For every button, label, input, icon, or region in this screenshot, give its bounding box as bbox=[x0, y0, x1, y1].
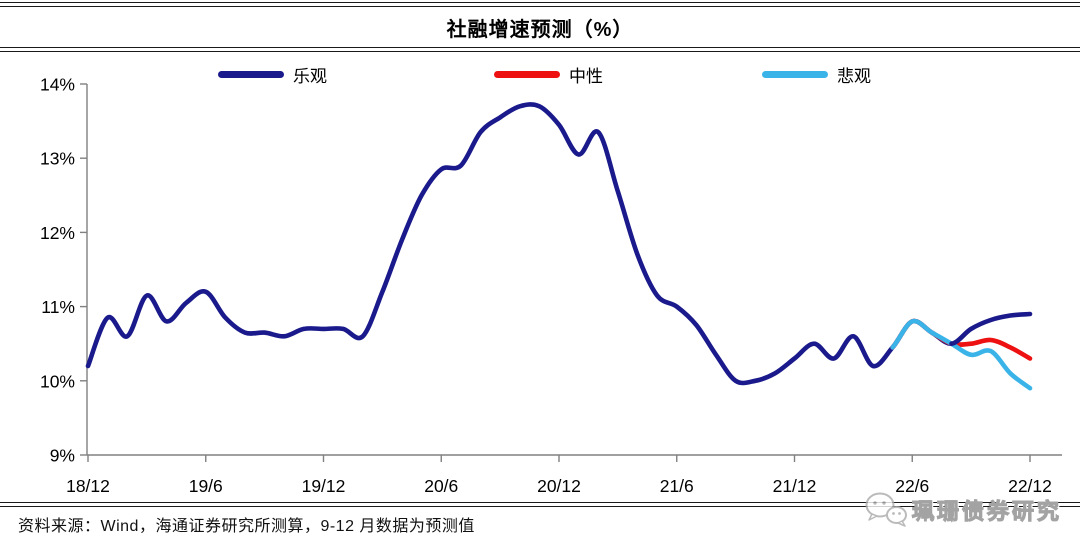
watermark: 珮珊债券研究 bbox=[864, 490, 1062, 530]
legend-item-pessimistic: 悲观 bbox=[762, 62, 871, 87]
x-tick-label: 20/12 bbox=[537, 476, 581, 496]
legend-label-pessimistic: 悲观 bbox=[837, 67, 871, 86]
x-tick-label: 19/12 bbox=[302, 476, 346, 496]
x-tick-label: 19/6 bbox=[189, 476, 223, 496]
y-tick-label: 12% bbox=[40, 223, 75, 243]
legend-item-optimistic: 乐观 bbox=[218, 62, 327, 87]
y-tick-label: 10% bbox=[40, 371, 75, 391]
x-tick-label: 18/12 bbox=[66, 476, 110, 496]
x-tick-label: 22/6 bbox=[895, 476, 929, 496]
x-tick-label: 21/12 bbox=[773, 476, 817, 496]
legend-label-neutral: 中性 bbox=[569, 67, 603, 86]
y-tick-label: 14% bbox=[40, 75, 75, 95]
y-tick-label: 11% bbox=[41, 297, 75, 317]
footer-divider-rule bbox=[0, 502, 1080, 507]
legend-item-neutral: 中性 bbox=[494, 62, 603, 87]
series-optimistic-forecast-line bbox=[949, 311, 1033, 346]
x-tick-label: 22/12 bbox=[1008, 476, 1052, 496]
plot-area: 14% 13% 12% 11% 10% 9% 18/12 19/6 19/12 20/6 20/12… bbox=[40, 75, 1062, 496]
legend-swatch-pessimistic bbox=[762, 71, 828, 78]
top-rule bbox=[0, 2, 1080, 7]
x-tick-label: 20/6 bbox=[424, 476, 458, 496]
x-tick-label: 21/6 bbox=[660, 476, 694, 496]
y-tick-label: 13% bbox=[40, 149, 75, 169]
legend-swatch-optimistic bbox=[218, 71, 284, 78]
series-pessimistic-line bbox=[890, 318, 1033, 391]
series-optimistic-history-line bbox=[85, 102, 954, 386]
legend-label-optimistic: 乐观 bbox=[293, 67, 327, 86]
legend-swatch-neutral bbox=[494, 71, 560, 78]
y-tick-label: 9% bbox=[50, 446, 75, 466]
wechat-icon bbox=[865, 492, 907, 527]
source-note: 资料来源：Wind，海通证券研究所测算，9-12 月数据为预测值 bbox=[18, 518, 475, 535]
watermark-text: 珮珊债券研究 bbox=[911, 499, 1062, 525]
chart-title: 社融增速预测（%） bbox=[446, 19, 634, 41]
title-divider-rule bbox=[0, 47, 1080, 52]
